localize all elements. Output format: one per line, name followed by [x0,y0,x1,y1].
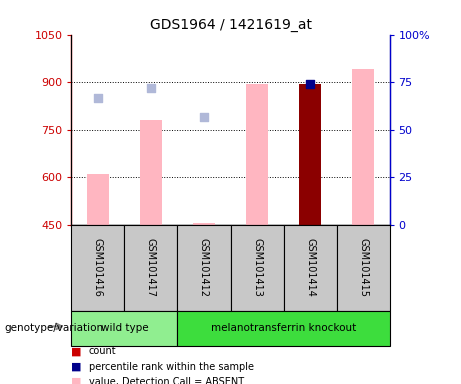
Text: count: count [89,346,117,356]
Text: wild type: wild type [100,323,148,333]
Title: GDS1964 / 1421619_at: GDS1964 / 1421619_at [149,18,312,32]
Bar [177,311,390,346]
Text: percentile rank within the sample: percentile rank within the sample [89,362,254,372]
Text: ■: ■ [71,346,82,356]
Bar [124,225,177,311]
Bar [140,120,161,225]
Bar [71,225,124,311]
Point [148,85,155,91]
Text: ■: ■ [71,362,82,372]
Bar [352,70,373,225]
Text: GSM101413: GSM101413 [252,238,262,297]
Bar [246,84,267,225]
Text: GSM101415: GSM101415 [358,238,368,297]
Point [94,95,101,101]
Bar [177,225,230,311]
Point [306,81,313,87]
Bar [71,311,177,346]
Text: GSM101414: GSM101414 [305,238,315,297]
Bar [193,223,214,225]
Text: ■: ■ [71,377,82,384]
Text: melanotransferrin knockout: melanotransferrin knockout [211,323,356,333]
Bar [284,225,337,311]
Bar [230,225,284,311]
Bar [299,84,320,225]
Text: GSM101416: GSM101416 [93,238,103,297]
Point [200,114,207,120]
Bar [337,225,390,311]
Bar [87,174,108,225]
Text: GSM101412: GSM101412 [199,238,209,297]
Text: value, Detection Call = ABSENT: value, Detection Call = ABSENT [89,377,244,384]
Text: GSM101417: GSM101417 [146,238,156,297]
Text: genotype/variation: genotype/variation [5,323,104,333]
